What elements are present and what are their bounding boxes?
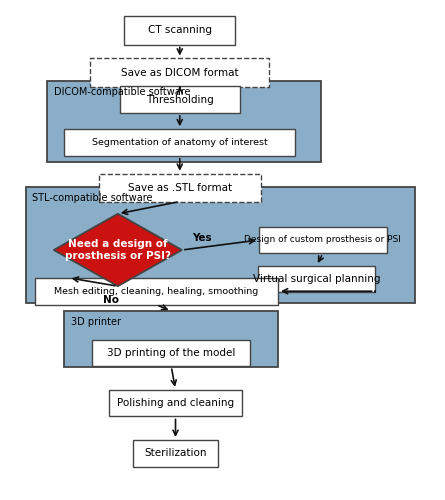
Text: STL-compatible software: STL-compatible software bbox=[32, 192, 153, 202]
FancyBboxPatch shape bbox=[92, 340, 250, 366]
FancyBboxPatch shape bbox=[124, 16, 235, 44]
Text: Polishing and cleaning: Polishing and cleaning bbox=[117, 398, 234, 408]
FancyBboxPatch shape bbox=[90, 58, 270, 87]
FancyBboxPatch shape bbox=[259, 226, 387, 254]
FancyBboxPatch shape bbox=[47, 82, 321, 162]
FancyBboxPatch shape bbox=[99, 174, 261, 202]
FancyBboxPatch shape bbox=[259, 266, 375, 292]
Text: Save as DICOM format: Save as DICOM format bbox=[121, 68, 239, 78]
FancyBboxPatch shape bbox=[120, 86, 239, 113]
Text: Yes: Yes bbox=[193, 234, 212, 243]
Text: 3D printer: 3D printer bbox=[71, 317, 121, 327]
Text: Segmentation of anatomy of interest: Segmentation of anatomy of interest bbox=[92, 138, 267, 147]
Text: Design of custom prosthesis or PSI: Design of custom prosthesis or PSI bbox=[244, 236, 401, 244]
Text: Mesh editing, cleaning, healing, smoothing: Mesh editing, cleaning, healing, smoothi… bbox=[54, 286, 259, 296]
Text: CT scanning: CT scanning bbox=[148, 25, 212, 35]
Polygon shape bbox=[54, 214, 182, 286]
Text: DICOM-compatible software: DICOM-compatible software bbox=[54, 87, 190, 97]
FancyBboxPatch shape bbox=[133, 440, 218, 466]
FancyBboxPatch shape bbox=[26, 187, 415, 303]
FancyBboxPatch shape bbox=[65, 311, 278, 367]
Text: Thresholding: Thresholding bbox=[146, 94, 214, 104]
FancyBboxPatch shape bbox=[65, 129, 295, 156]
Text: Save as .STL format: Save as .STL format bbox=[128, 182, 232, 192]
FancyBboxPatch shape bbox=[109, 390, 242, 416]
Text: 3D printing of the model: 3D printing of the model bbox=[107, 348, 235, 358]
Text: Sterilization: Sterilization bbox=[144, 448, 207, 458]
Text: No: No bbox=[103, 294, 119, 304]
Text: Virtual surgical planning: Virtual surgical planning bbox=[253, 274, 380, 284]
Text: Need a design of
prosthesis or PSI?: Need a design of prosthesis or PSI? bbox=[65, 239, 171, 261]
FancyBboxPatch shape bbox=[35, 278, 278, 304]
